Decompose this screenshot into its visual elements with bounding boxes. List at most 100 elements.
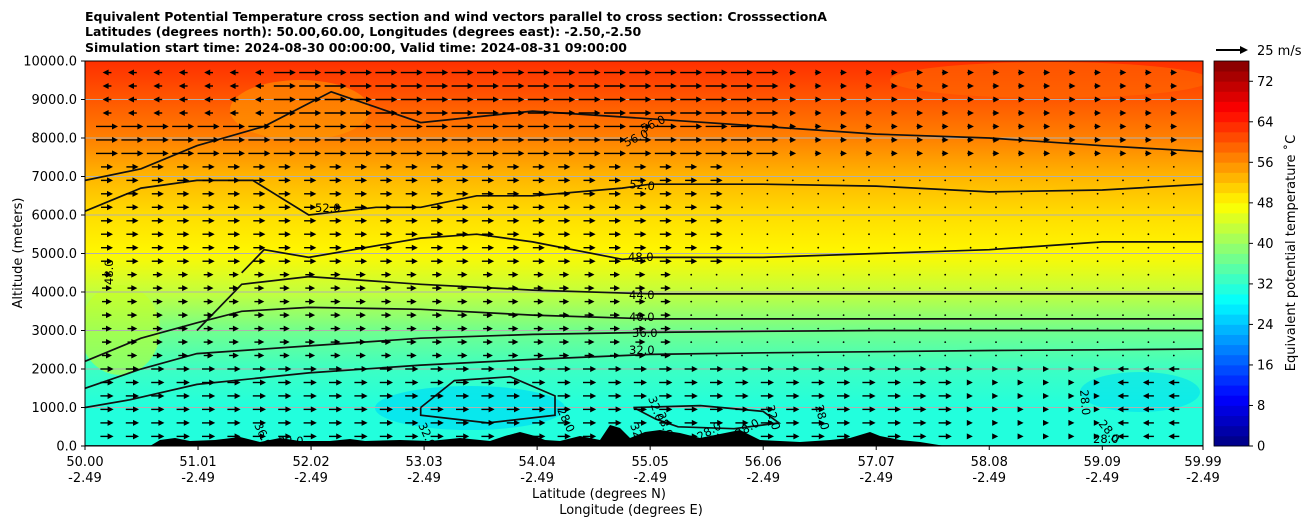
wind-vector-head <box>691 419 698 426</box>
colorbar-label: Equivalent potential temperature ˚C <box>1283 135 1299 371</box>
wind-vector <box>995 327 997 330</box>
wind-vector-head <box>815 69 822 76</box>
wind-vector <box>791 192 794 195</box>
wind-vector-head <box>437 379 444 386</box>
wind-vector-head <box>891 150 898 157</box>
wind-vector <box>868 314 870 316</box>
wind-vector-head <box>512 325 519 332</box>
wind-vector-head <box>131 285 138 292</box>
wind-vector-head <box>514 366 520 372</box>
wind-vector <box>817 300 820 303</box>
wind-vector-head <box>359 312 366 319</box>
wind-vector-head <box>1044 96 1051 103</box>
colorbar-segment <box>1214 71 1249 82</box>
wind-vector-head <box>588 339 595 346</box>
x-tick-label-lon: -2.49 <box>1186 471 1220 486</box>
wind-vector-head <box>539 406 546 413</box>
wind-vector-head <box>488 433 495 440</box>
wind-vector-head <box>1068 433 1075 440</box>
wind-vector-head <box>234 177 241 184</box>
wind-vector-head <box>462 204 469 211</box>
wind-vector-head <box>716 204 723 211</box>
wind-vector <box>1020 219 1023 222</box>
wind-vector <box>741 179 743 182</box>
wind-vector-head <box>945 406 952 413</box>
wind-vector-head <box>539 379 546 386</box>
wind-vector-head <box>665 190 672 197</box>
wind-vector-head <box>107 231 113 238</box>
wind-vector-head <box>1171 150 1178 157</box>
wind-vector-head <box>284 204 291 211</box>
wind-vector-head <box>1094 69 1101 76</box>
wind-vector-head <box>366 150 372 157</box>
wind-vector-head <box>590 379 597 386</box>
wind-vector-head <box>315 96 322 103</box>
colorbar-segment <box>1214 435 1249 447</box>
wind-vector-head <box>1043 433 1049 440</box>
wind-vector-head <box>664 298 671 305</box>
wind-vector-head <box>1117 366 1124 372</box>
wind-vector-head <box>259 258 266 265</box>
wind-vector-head <box>620 150 626 157</box>
wind-vector-head <box>361 392 368 399</box>
wind-vector <box>1096 314 1099 316</box>
chart-title-line-1: Equivalent Potential Temperature cross s… <box>85 9 827 24</box>
wind-vector-head <box>137 123 144 130</box>
wind-vector-head <box>386 190 393 197</box>
wind-vector-head <box>844 366 851 372</box>
wind-vector-head <box>258 325 265 332</box>
wind-vector-head <box>232 339 239 346</box>
wind-vector-head <box>386 258 393 265</box>
wind-vector-head <box>106 312 112 319</box>
wind-vector-head <box>259 231 266 238</box>
wind-vector-head <box>437 392 444 399</box>
colorbar-tick-label: 0 <box>1257 440 1265 455</box>
wind-vector-head <box>493 150 499 157</box>
wind-vector-head <box>942 150 949 157</box>
wind-vector-head <box>410 352 417 359</box>
wind-vector-head <box>917 136 924 143</box>
wind-vector <box>1045 233 1048 236</box>
wind-vector-head <box>1043 379 1049 386</box>
wind-vector-head <box>488 244 495 251</box>
wind-vector-head <box>1094 123 1101 130</box>
wind-vector <box>1147 246 1150 249</box>
wind-vector-head <box>588 271 595 278</box>
wind-vector-head <box>437 366 444 372</box>
wind-vector-head <box>639 298 646 305</box>
wind-vector-head <box>716 258 723 265</box>
wind-vector <box>741 192 743 195</box>
wind-vector <box>893 273 896 276</box>
wind-vector <box>1172 192 1175 195</box>
contour-label: 40.0 <box>629 310 655 324</box>
y-tick-label: 2000.0 <box>32 363 78 378</box>
wind-vector-head <box>639 271 646 278</box>
wind-vector-head <box>569 83 576 90</box>
wind-vector-head <box>967 69 974 76</box>
wind-vector-head <box>564 258 571 265</box>
wind-vector-head <box>614 352 620 359</box>
wind-vector-head <box>284 231 291 238</box>
wind-vector-head <box>696 136 703 143</box>
wind-vector <box>944 233 947 236</box>
wind-vector-head <box>1093 406 1100 413</box>
wind-vector-head <box>514 379 520 386</box>
wind-vector-head <box>1171 83 1178 90</box>
wind-vector-head <box>335 244 342 251</box>
wind-vector-head <box>1094 150 1101 157</box>
wind-vector-head <box>967 96 974 103</box>
wind-vector-head <box>641 419 647 426</box>
wind-vector-head <box>102 83 109 90</box>
wind-vector-head <box>386 163 393 170</box>
wind-vector-head <box>255 83 261 90</box>
wind-vector-head <box>157 231 164 238</box>
wind-vector-head <box>1142 379 1149 386</box>
wind-vector-head <box>132 163 139 170</box>
wind-vector <box>944 179 947 182</box>
wind-vector-head <box>207 271 214 278</box>
wind-vector-head <box>1044 109 1051 116</box>
wind-vector <box>1096 287 1099 289</box>
wind-vector-head <box>1069 96 1076 103</box>
wind-vector-head <box>589 163 596 170</box>
wind-vector-head <box>518 123 525 130</box>
